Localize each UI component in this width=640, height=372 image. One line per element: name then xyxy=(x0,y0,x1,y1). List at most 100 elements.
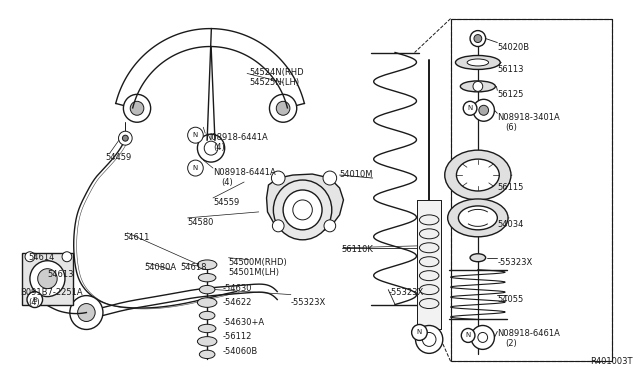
Text: 54525N(LH): 54525N(LH) xyxy=(249,78,299,87)
Circle shape xyxy=(324,220,336,232)
Circle shape xyxy=(276,101,290,115)
Text: 54034: 54034 xyxy=(497,220,524,229)
Bar xyxy=(451,19,612,361)
Ellipse shape xyxy=(460,81,495,92)
Text: 54010M: 54010M xyxy=(340,170,373,179)
Ellipse shape xyxy=(198,273,216,282)
Circle shape xyxy=(461,328,475,342)
Text: 54020B: 54020B xyxy=(497,42,529,52)
Ellipse shape xyxy=(458,206,497,230)
Bar xyxy=(22,253,73,305)
Text: 54580: 54580 xyxy=(188,218,214,227)
Ellipse shape xyxy=(419,299,439,308)
Ellipse shape xyxy=(470,254,486,262)
Text: 54524N(RHD: 54524N(RHD xyxy=(249,68,303,77)
Text: 54080A: 54080A xyxy=(145,263,177,272)
Ellipse shape xyxy=(197,260,217,269)
Text: B091B7-2251A: B091B7-2251A xyxy=(20,288,83,296)
Text: N: N xyxy=(417,330,422,336)
Text: N: N xyxy=(465,333,471,339)
Text: (4): (4) xyxy=(213,143,225,152)
Text: 54501M(LH): 54501M(LH) xyxy=(228,268,280,277)
Text: -54622: -54622 xyxy=(223,298,252,307)
Circle shape xyxy=(415,326,443,353)
Text: N08918-6461A: N08918-6461A xyxy=(497,330,560,339)
Ellipse shape xyxy=(447,199,508,237)
Circle shape xyxy=(463,101,477,115)
Text: N08918-6441A: N08918-6441A xyxy=(213,168,276,177)
Ellipse shape xyxy=(456,159,499,191)
Text: (2): (2) xyxy=(505,339,517,349)
Text: -55323X: -55323X xyxy=(291,298,326,307)
Text: (4): (4) xyxy=(221,178,232,187)
Text: 56113: 56113 xyxy=(497,65,524,74)
Bar xyxy=(451,19,612,361)
Text: (4): (4) xyxy=(28,298,40,307)
Circle shape xyxy=(25,252,35,262)
Text: N08918-6441A: N08918-6441A xyxy=(205,133,268,142)
Circle shape xyxy=(273,220,284,232)
Ellipse shape xyxy=(419,285,439,295)
Text: (6): (6) xyxy=(505,123,517,132)
Text: -54630+A: -54630+A xyxy=(223,318,265,327)
Text: -54630: -54630 xyxy=(223,283,252,293)
Circle shape xyxy=(283,190,322,230)
Circle shape xyxy=(188,127,204,143)
Text: 56110K: 56110K xyxy=(342,245,373,254)
Ellipse shape xyxy=(456,55,500,70)
Text: 54613: 54613 xyxy=(47,270,74,279)
Circle shape xyxy=(478,333,488,342)
Circle shape xyxy=(27,292,43,308)
Text: 56125: 56125 xyxy=(497,90,524,99)
Text: 54500M(RHD): 54500M(RHD) xyxy=(228,258,287,267)
Circle shape xyxy=(30,261,65,296)
Circle shape xyxy=(273,180,332,240)
Text: N: N xyxy=(193,165,198,171)
Text: N08918-3401A: N08918-3401A xyxy=(497,113,560,122)
Ellipse shape xyxy=(419,257,439,267)
Text: 54559: 54559 xyxy=(213,198,239,207)
Circle shape xyxy=(269,94,297,122)
Circle shape xyxy=(118,131,132,145)
Circle shape xyxy=(70,296,103,330)
Circle shape xyxy=(470,31,486,46)
Text: -54060B: -54060B xyxy=(223,347,258,356)
Ellipse shape xyxy=(445,150,511,200)
Ellipse shape xyxy=(199,311,215,320)
Circle shape xyxy=(271,171,285,185)
Ellipse shape xyxy=(419,243,439,253)
Text: 54614: 54614 xyxy=(28,253,54,262)
Circle shape xyxy=(474,35,482,42)
Text: 54459: 54459 xyxy=(106,153,132,162)
Circle shape xyxy=(473,99,495,121)
Text: 54055: 54055 xyxy=(497,295,524,304)
Ellipse shape xyxy=(419,229,439,239)
Circle shape xyxy=(62,252,72,262)
Circle shape xyxy=(188,160,204,176)
Circle shape xyxy=(77,304,95,321)
Ellipse shape xyxy=(199,350,215,359)
Ellipse shape xyxy=(197,337,217,346)
Ellipse shape xyxy=(197,298,217,307)
Ellipse shape xyxy=(467,59,488,66)
Text: -56112: -56112 xyxy=(223,333,252,341)
Ellipse shape xyxy=(419,271,439,280)
Circle shape xyxy=(124,94,150,122)
Ellipse shape xyxy=(419,215,439,225)
Text: 54618: 54618 xyxy=(181,263,207,272)
Circle shape xyxy=(130,101,144,115)
Circle shape xyxy=(38,269,57,289)
Circle shape xyxy=(412,324,428,340)
Circle shape xyxy=(204,141,218,155)
Text: 54611: 54611 xyxy=(124,233,150,242)
Circle shape xyxy=(471,326,495,349)
Text: B: B xyxy=(33,296,37,302)
Circle shape xyxy=(293,200,312,220)
Polygon shape xyxy=(266,174,344,235)
Circle shape xyxy=(323,171,337,185)
Circle shape xyxy=(197,134,225,162)
Text: R401003T: R401003T xyxy=(590,357,632,366)
Circle shape xyxy=(479,105,488,115)
Circle shape xyxy=(122,135,128,141)
Text: N: N xyxy=(467,105,473,111)
